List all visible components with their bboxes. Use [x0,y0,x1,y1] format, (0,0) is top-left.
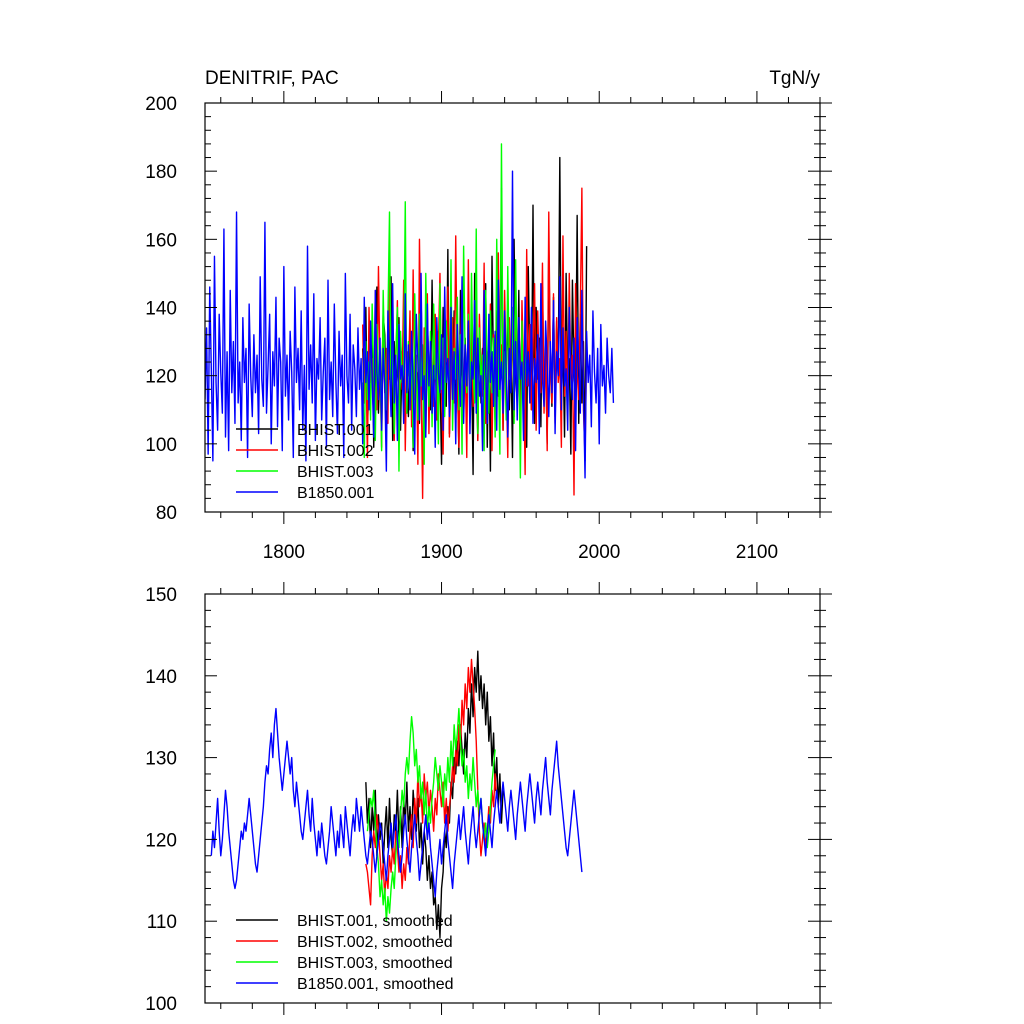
legend-label: BHIST.001, smoothed [297,913,453,930]
y-tick-label: 150 [145,585,177,606]
series-group [205,143,615,500]
series-line-4 [205,170,615,479]
plot-frame [204,593,821,1004]
series-group [210,650,583,939]
y-tick-label: 160 [145,230,177,251]
x-tick-label: 2000 [578,542,620,563]
y-tick-label: 180 [145,162,177,183]
y-tick-label: 120 [145,367,177,388]
legend-label: B1850.001 [297,485,375,502]
legend-label: BHIST.002 [297,443,374,460]
legend-label: BHIST.002, smoothed [297,934,453,951]
legend-label: BHIST.003, smoothed [297,955,453,972]
y-tick-label: 140 [145,667,177,688]
chart-title-left: DENITRIF, PAC [205,68,339,89]
y-tick-label: 200 [145,94,177,115]
x-tick-label: 1800 [263,542,305,563]
series-line-3 [361,143,528,479]
legend-label: B1850.001, smoothed [297,976,454,993]
y-tick-label: 110 [147,912,177,933]
legend-label: BHIST.001 [297,422,374,439]
y-tick-label: 130 [145,749,177,770]
series-line-3 [366,707,496,922]
y-tick-label: 100 [145,435,177,456]
y-tick-label: 120 [145,830,177,851]
legend-label: BHIST.003 [297,464,374,481]
y-tick-label: 80 [156,503,177,524]
series-line-1 [365,650,504,939]
y-tick-label: 140 [145,299,177,320]
series-line-2 [365,658,498,906]
y-tick-label: 100 [145,994,177,1015]
chart-title-right: TgN/y [769,68,820,89]
legend: BHIST.001 BHIST.002 BHIST.003 B1850.001 [236,422,375,502]
chart-panel-top: 80 100 120 140 160 180 200 1800 1900 2000 2100 DENI… [145,68,832,563]
x-tick-label: 2100 [736,542,778,563]
x-tick-label: 1900 [420,542,462,563]
legend: BHIST.001, smoothed BHIST.002, smoothed BH… [236,913,454,993]
series-line-4 [210,707,583,898]
